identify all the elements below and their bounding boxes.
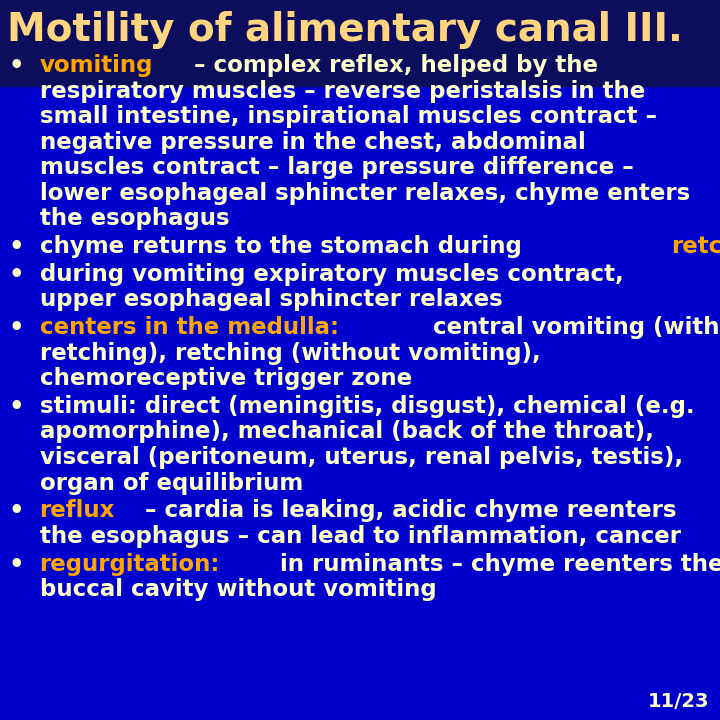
Text: regurgitation:: regurgitation: <box>40 552 220 575</box>
Text: •: • <box>9 395 24 419</box>
Text: respiratory muscles – reverse peristalsis in the: respiratory muscles – reverse peristalsi… <box>40 79 645 102</box>
Text: •: • <box>9 263 24 287</box>
Text: in ruminants – chyme reenters the: in ruminants – chyme reenters the <box>272 552 720 575</box>
Text: •: • <box>9 316 24 340</box>
Text: central vomiting (without: central vomiting (without <box>426 316 720 339</box>
Text: stimuli: direct (meningitis, disgust), chemical (e.g.: stimuli: direct (meningitis, disgust), c… <box>40 395 694 418</box>
Text: chemoreceptive trigger zone: chemoreceptive trigger zone <box>40 367 412 390</box>
Text: during vomiting expiratory muscles contract,: during vomiting expiratory muscles contr… <box>40 263 624 286</box>
Text: reflux: reflux <box>40 499 115 522</box>
Text: negative pressure in the chest, abdominal: negative pressure in the chest, abdomina… <box>40 130 585 153</box>
Text: lower esophageal sphincter relaxes, chyme enters: lower esophageal sphincter relaxes, chym… <box>40 181 690 204</box>
Text: centers in the medulla:: centers in the medulla: <box>40 316 338 339</box>
Text: •: • <box>9 235 24 259</box>
Text: upper esophageal sphincter relaxes: upper esophageal sphincter relaxes <box>40 288 503 311</box>
Text: organ of equilibrium: organ of equilibrium <box>40 472 303 495</box>
Text: – cardia is leaking, acidic chyme reenters: – cardia is leaking, acidic chyme reente… <box>137 499 676 522</box>
Bar <box>0 0 720 86</box>
Text: muscles contract – large pressure difference –: muscles contract – large pressure differ… <box>40 156 634 179</box>
Text: retching), retching (without vomiting),: retching), retching (without vomiting), <box>40 341 540 364</box>
Text: small intestine, inspirational muscles contract –: small intestine, inspirational muscles c… <box>40 105 657 128</box>
Text: 11/23: 11/23 <box>648 693 709 711</box>
Text: •: • <box>9 499 24 523</box>
Text: visceral (peritoneum, uterus, renal pelvis, testis),: visceral (peritoneum, uterus, renal pelv… <box>40 446 683 469</box>
Text: vomiting: vomiting <box>40 54 153 77</box>
Text: •: • <box>9 54 24 78</box>
Text: retching: retching <box>672 235 720 258</box>
Text: – complex reflex, helped by the: – complex reflex, helped by the <box>186 54 598 77</box>
Text: •: • <box>9 552 24 577</box>
Text: the esophagus – can lead to inflammation, cancer: the esophagus – can lead to inflammation… <box>40 525 680 548</box>
Text: the esophagus: the esophagus <box>40 207 229 230</box>
Text: apomorphine), mechanical (back of the throat),: apomorphine), mechanical (back of the th… <box>40 420 654 444</box>
Text: buccal cavity without vomiting: buccal cavity without vomiting <box>40 578 436 601</box>
Text: Motility of alimentary canal III.: Motility of alimentary canal III. <box>7 11 683 49</box>
Text: chyme returns to the stomach during: chyme returns to the stomach during <box>40 235 529 258</box>
